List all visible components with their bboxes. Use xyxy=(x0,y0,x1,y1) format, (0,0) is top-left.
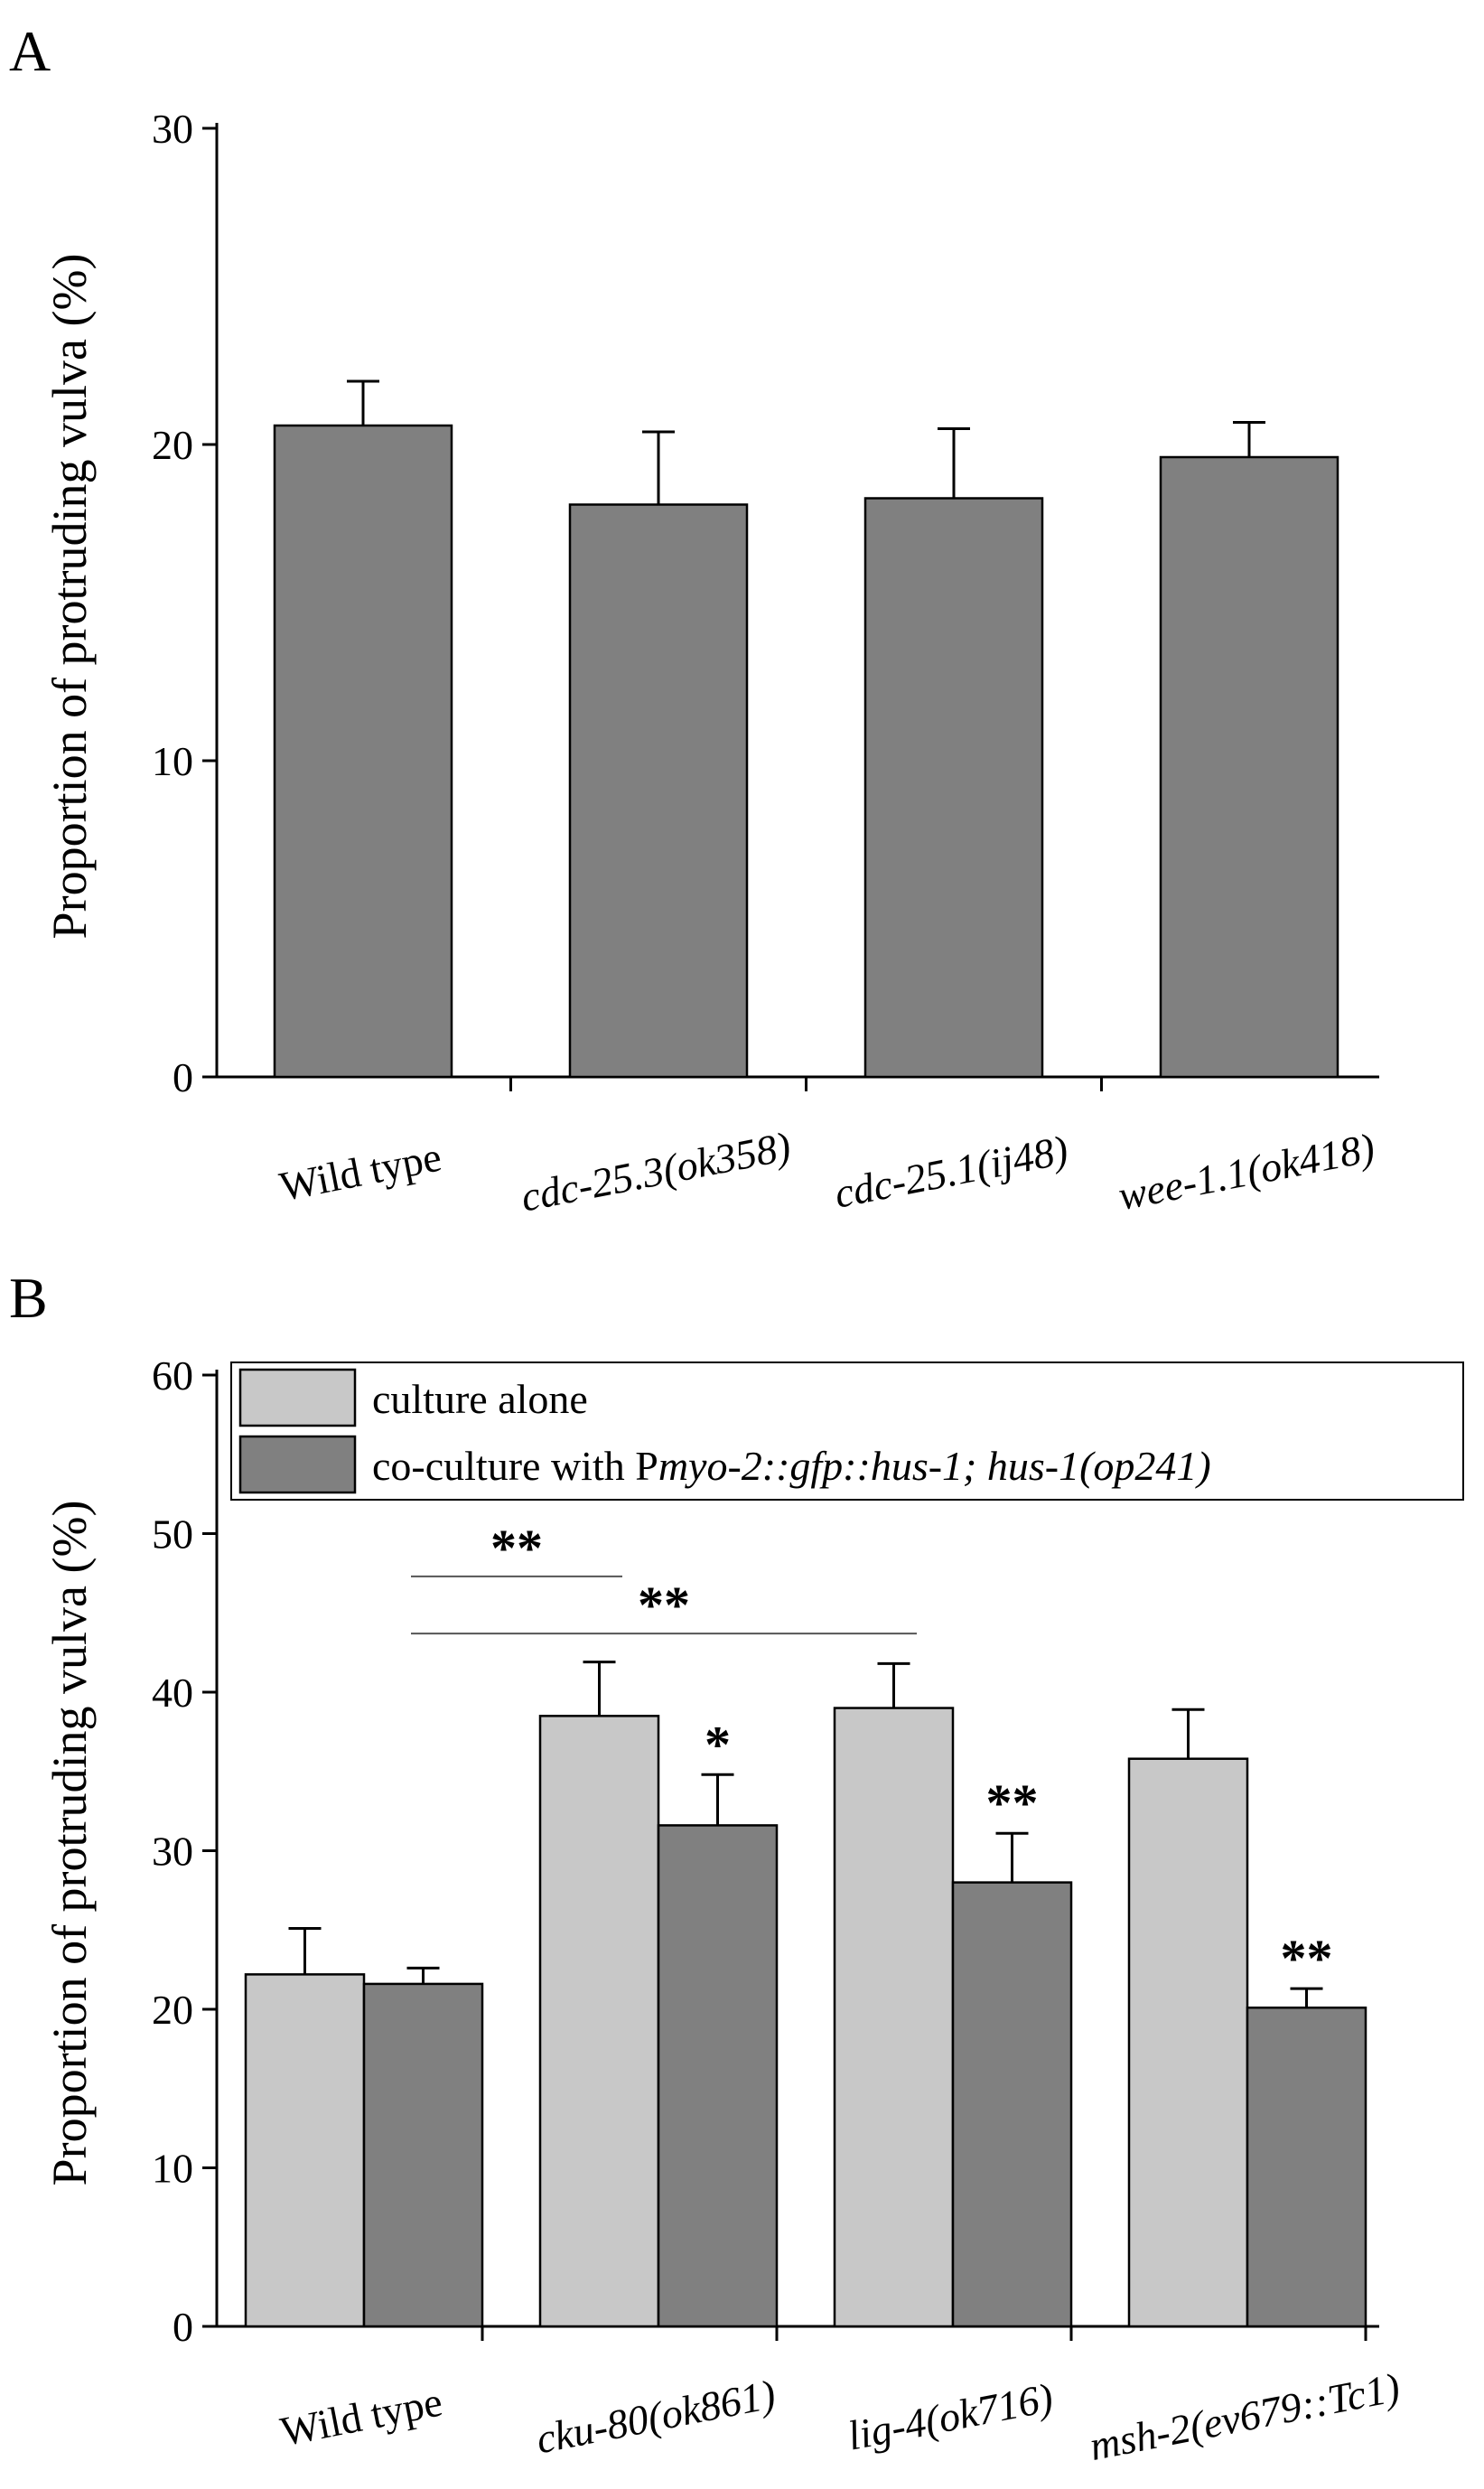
panel-a-y-tick-label: 10 xyxy=(152,738,193,784)
panel-b-bars xyxy=(244,1661,1367,2328)
panel-b-bar xyxy=(657,1824,779,2328)
panel-b-legend: culture alone co-culture with Pmyo-2::gf… xyxy=(230,1361,1464,1501)
panel-b-y-axis-label: Proportion of protruding vulva (%) xyxy=(42,1501,97,2186)
panel-a-category-label: Wild type xyxy=(275,1134,444,1211)
legend-label-co-culture-strain: myo-2::gfp::hus-1; hus-1(op241) xyxy=(658,1443,1211,1489)
panel-a-bar xyxy=(273,424,453,1079)
legend-label-co-culture: co-culture with Pmyo-2::gfp::hus-1; hus-… xyxy=(372,1443,1211,1489)
legend-swatch-culture-alone xyxy=(238,1368,357,1427)
panel-a-bar xyxy=(863,497,1044,1079)
panel-b-y-tick-label: 10 xyxy=(152,2146,193,2192)
panel-b-significance: ********* xyxy=(411,1519,1333,1988)
panel-b-bar xyxy=(362,1982,484,2328)
panel-b-y-tick-label: 0 xyxy=(173,2304,193,2350)
panel-a-bar xyxy=(1159,455,1339,1079)
panel-b-bar xyxy=(1127,1757,1249,2328)
panel-a-bars xyxy=(273,379,1339,1079)
panel-b-bar xyxy=(244,1973,366,2328)
panel-b: B Proportion of protruding vulva (%) 0 10… xyxy=(9,1266,1464,2470)
panel-b-comparison-mark: ** xyxy=(638,1576,690,1634)
panel-a-y-tick-label: 20 xyxy=(152,422,193,468)
panel-b-category-label: Wild type xyxy=(276,2379,445,2456)
panel-a-category-labels: Wild type cdc-25.3(ok358) cdc-25.1(ij48) we… xyxy=(275,1123,1378,1221)
panel-a-category-label: cdc-25.3(ok358) xyxy=(518,1123,795,1221)
panel-b-comparison-mark: ** xyxy=(490,1519,543,1577)
panel-b-category-label: lig-4(ok716) xyxy=(844,2374,1056,2459)
panel-b-bar xyxy=(951,1881,1073,2328)
legend-label-culture-alone: culture alone xyxy=(372,1376,588,1422)
panel-a-bar xyxy=(568,503,749,1079)
panel-b-y-tick-label: 20 xyxy=(152,1987,193,2033)
panel-b-bar xyxy=(1246,2006,1367,2328)
panel-b-category-labels: Wild type cku-80(ok861) lig-4(ok716) msh-2(… xyxy=(276,2364,1403,2470)
legend-swatch-co-culture xyxy=(238,1435,357,1494)
panel-a-letter: A xyxy=(9,19,51,83)
legend-label-co-culture-prefix: co-culture with P xyxy=(372,1443,658,1489)
panel-a-category-label: wee-1.1(ok418) xyxy=(1115,1124,1378,1219)
panel-a-y-tick-label: 0 xyxy=(173,1054,193,1100)
panel-b-category-label: msh-2(ev679::Tc1) xyxy=(1086,2364,1404,2470)
panel-b-significance-mark: * xyxy=(705,1715,731,1773)
panel-a: A Proportion of protruding vulva (%) 0 10… xyxy=(9,19,1379,1221)
panel-b-category-label: cku-80(ok861) xyxy=(533,2371,779,2462)
panel-a-category-label: cdc-25.1(ij48) xyxy=(831,1127,1072,1217)
panel-b-y-tick-label: 40 xyxy=(152,1670,193,1716)
panel-b-letter: B xyxy=(9,1266,48,1330)
panel-b-significance-mark: ** xyxy=(986,1773,1039,1832)
panel-a-y-axis-label: Proportion of protruding vulva (%) xyxy=(42,254,97,940)
legend-frame xyxy=(230,1361,1464,1501)
panel-b-bar xyxy=(538,1715,660,2328)
panel-b-bar xyxy=(833,1707,955,2328)
panel-b-y-tick-label: 50 xyxy=(152,1511,193,1558)
panel-b-y-tick-label: 30 xyxy=(152,1829,193,1875)
panel-b-significance-mark: ** xyxy=(1281,1929,1333,1988)
panel-b-y-tick-label: 60 xyxy=(152,1352,193,1399)
panel-a-y-tick-label: 30 xyxy=(152,106,193,152)
